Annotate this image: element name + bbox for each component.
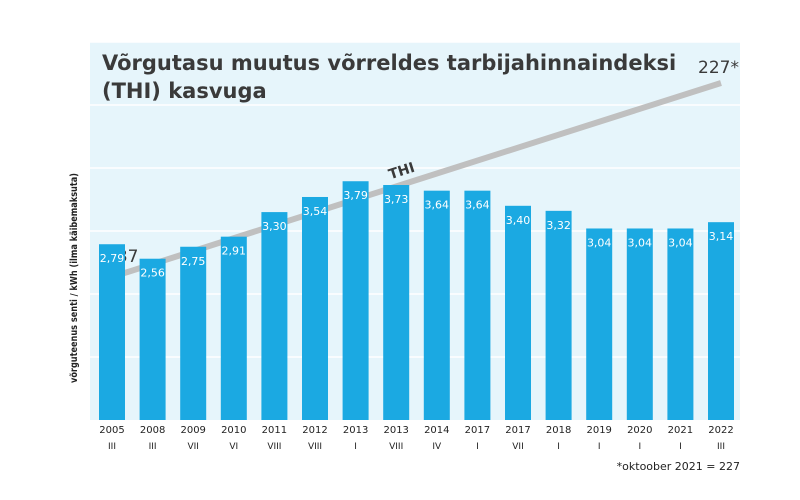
bar-value-label: 2,79	[100, 252, 125, 265]
bar-value-label: 3,73	[384, 193, 409, 206]
bar-value-label: 2,75	[181, 255, 206, 268]
x-tick-year: 2011	[262, 425, 287, 436]
bar-value-label: 3,04	[668, 236, 693, 249]
bar	[586, 228, 613, 420]
x-tick-month: III	[149, 442, 157, 452]
x-tick-year: 2018	[546, 425, 571, 436]
x-axis: 2005III2008III2009VII2010VI2011VIII2012V…	[99, 425, 733, 452]
x-tick-year: 2017	[505, 425, 530, 436]
bar	[220, 236, 247, 420]
x-tick-year: 2021	[668, 425, 693, 436]
x-tick-year: 2022	[708, 425, 733, 436]
bar	[545, 210, 572, 420]
x-tick-month: I	[598, 442, 601, 452]
x-tick-month: I	[557, 442, 560, 452]
x-tick-month: I	[679, 442, 682, 452]
x-tick-year: 2020	[627, 425, 652, 436]
bar-value-label: 3,30	[262, 220, 287, 233]
bar-value-label: 3,32	[546, 219, 571, 232]
bar-value-label: 3,04	[628, 236, 653, 249]
x-tick-year: 2005	[99, 425, 124, 436]
bar-value-label: 3,40	[506, 214, 531, 227]
x-tick-year: 2008	[140, 425, 165, 436]
x-tick-month: VIII	[267, 442, 281, 452]
x-tick-year: 2014	[424, 425, 449, 436]
x-tick-month: VIII	[389, 442, 403, 452]
thi-series-name: THI	[387, 160, 417, 183]
bar	[383, 185, 410, 420]
bar	[626, 228, 653, 420]
bar-value-label: 3,64	[465, 199, 490, 212]
bar-value-label: 3,79	[343, 189, 368, 202]
bar	[342, 181, 369, 420]
bar-value-label: 3,14	[709, 230, 734, 243]
x-tick-year: 2019	[586, 425, 611, 436]
bar	[464, 190, 491, 420]
bar-series: 2,79 2,56 2,75 2,91 3,30 3,54 3,79 3,73 3,64 3,64…	[99, 181, 734, 420]
bar	[667, 228, 694, 420]
bar-value-label: 3,64	[425, 199, 450, 212]
bar	[139, 258, 166, 420]
bar-value-label: 2,56	[140, 267, 165, 280]
x-tick-year: 2013	[343, 425, 368, 436]
bar	[99, 244, 125, 420]
footnote: *oktoober 2021 = 227	[617, 460, 740, 473]
x-tick-month: IV	[432, 442, 442, 452]
bar	[708, 222, 734, 420]
bar	[302, 196, 328, 420]
y-axis-label: võrguteenus senti / kWh (ilma käibemaksu…	[69, 173, 80, 383]
x-tick-month: I	[354, 442, 357, 452]
x-tick-year: 2012	[302, 425, 327, 436]
bar	[423, 190, 450, 420]
chart-title-line-1: Võrgutasu muutus võrreldes tarbijahinnai…	[102, 51, 676, 75]
bar	[180, 246, 207, 420]
bar-value-label: 3,54	[303, 205, 328, 218]
x-tick-month: VI	[229, 442, 238, 452]
bar	[505, 205, 531, 420]
x-tick-month: III	[717, 442, 725, 452]
x-tick-month: I	[638, 442, 641, 452]
bar-value-label: 2,91	[222, 245, 247, 258]
x-tick-month: VIII	[308, 442, 322, 452]
x-tick-month: VII	[187, 442, 198, 452]
chart-title-line-2: (THI) kasvuga	[102, 79, 267, 103]
x-tick-month: III	[108, 442, 116, 452]
bar-value-label: 3,04	[587, 236, 612, 249]
x-tick-year: 2017	[465, 425, 490, 436]
x-tick-year: 2013	[383, 425, 408, 436]
thi-line	[111, 80, 722, 280]
x-tick-year: 2010	[221, 425, 246, 436]
bar	[261, 212, 288, 420]
x-tick-year: 2009	[180, 425, 205, 436]
thi-end-label: 227*	[698, 58, 739, 78]
x-tick-month: VII	[512, 442, 523, 452]
x-tick-month: I	[476, 442, 479, 452]
